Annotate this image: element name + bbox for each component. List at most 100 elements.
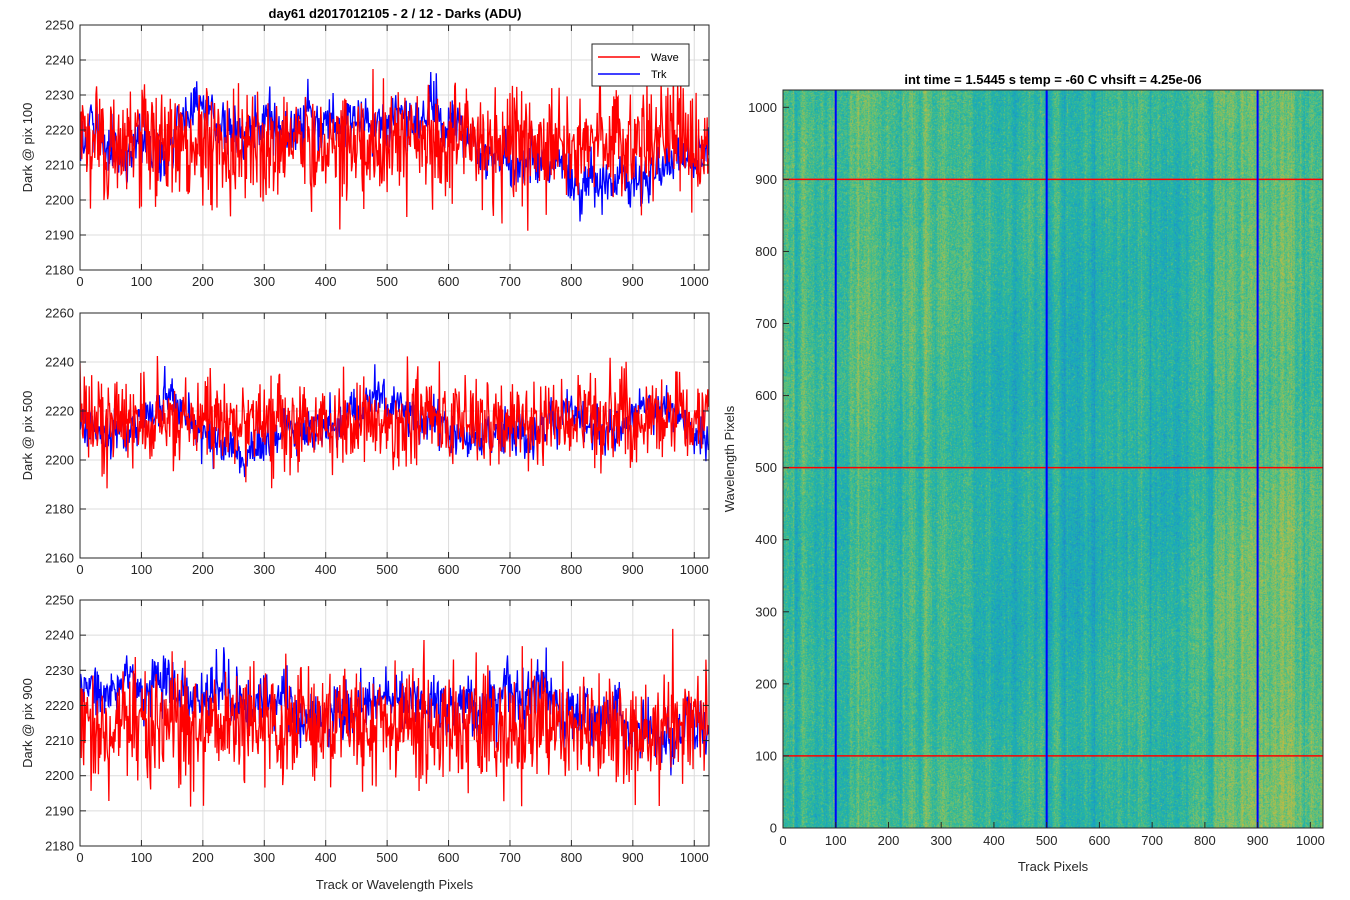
legend: Wave Trk [591, 43, 690, 87]
x-tick-label: 200 [878, 833, 900, 848]
x-tick-label: 1000 [1296, 833, 1325, 848]
x-tick-label: 800 [561, 562, 583, 577]
axes-box [79, 312, 710, 559]
x-tick-label: 800 [561, 274, 583, 289]
x-tick-label: 800 [1194, 833, 1216, 848]
y-tick-label: 2250 [45, 18, 74, 33]
y-tick-label: 2190 [45, 803, 74, 818]
x-tick-label: 0 [76, 850, 83, 865]
x-tick-label: 500 [376, 850, 398, 865]
y-tick-label: 700 [755, 316, 777, 331]
x-tick-label: 0 [76, 274, 83, 289]
y-tick-label: 2230 [45, 88, 74, 103]
y-axis-label: Dark @ pix 500 [20, 391, 35, 481]
series-line-wave [80, 356, 709, 489]
x-tick-label: 600 [438, 274, 460, 289]
y-tick-label: 500 [755, 460, 777, 475]
x-tick-label: 300 [253, 274, 275, 289]
legend-label-wave: Wave [651, 52, 679, 64]
x-tick-label: 600 [1089, 833, 1111, 848]
x-tick-label: 100 [131, 562, 153, 577]
dark-pix-900-panel: 0 100 200 300 400 500 600 700 800 900 1000 2180 2190… [20, 593, 710, 892]
heatmap-y-axis-label: Wavelength Pixels [722, 405, 737, 512]
y-tick-label: 2260 [45, 306, 74, 321]
y-axis-label: Dark @ pix 900 [20, 678, 35, 768]
y-tick-label: 2240 [45, 53, 74, 68]
x-tick-label: 700 [1141, 833, 1163, 848]
x-tick-label: 200 [192, 562, 214, 577]
axes-box [79, 599, 710, 847]
x-tick-label: 0 [76, 562, 83, 577]
x-tick-label: 800 [561, 850, 583, 865]
x-tick-label: 300 [253, 562, 275, 577]
axes-box [79, 24, 710, 271]
x-tick-label: 100 [131, 274, 153, 289]
y-tick-label: 2210 [45, 158, 74, 173]
y-tick-label: 600 [755, 388, 777, 403]
x-tick-label: 700 [499, 274, 521, 289]
x-tick-label: 300 [253, 850, 275, 865]
x-tick-label: 500 [1036, 833, 1058, 848]
x-axis-label: Track or Wavelength Pixels [316, 877, 474, 892]
y-tick-label: 2200 [45, 193, 74, 208]
y-tick-label: 900 [755, 172, 777, 187]
heatmap-x-axis-label: Track Pixels [1018, 859, 1089, 874]
x-tick-label: 900 [622, 562, 644, 577]
y-tick-label: 300 [755, 604, 777, 619]
y-tick-label: 2220 [45, 698, 74, 713]
x-tick-label: 700 [499, 562, 521, 577]
y-tick-label: 2190 [45, 228, 74, 243]
y-tick-label: 2200 [45, 768, 74, 783]
dark-pix-500-panel: 0 100 200 300 400 500 600 700 800 900 1000 2160 2180… [20, 306, 710, 577]
legend-box [591, 43, 690, 87]
x-tick-label: 200 [192, 274, 214, 289]
heatmap-axes-box [782, 89, 1324, 829]
x-tick-label: 500 [376, 562, 398, 577]
heatmap-image [783, 90, 1323, 828]
x-tick-label: 700 [499, 850, 521, 865]
y-tick-label: 0 [770, 821, 777, 836]
y-tick-label: 2220 [45, 123, 74, 138]
y-tick-label: 100 [755, 748, 777, 763]
y-tick-label: 2240 [45, 355, 74, 370]
y-tick-label: 200 [755, 676, 777, 691]
x-tick-label: 100 [825, 833, 847, 848]
x-tick-label: 400 [315, 562, 337, 577]
y-tick-label: 2180 [45, 502, 74, 517]
x-tick-label: 600 [438, 850, 460, 865]
x-tick-label: 900 [1247, 833, 1269, 848]
y-tick-label: 2210 [45, 733, 74, 748]
y-tick-label: 2200 [45, 453, 74, 468]
y-tick-label: 2250 [45, 593, 74, 608]
x-tick-label: 0 [779, 833, 786, 848]
y-tick-label: 1000 [748, 100, 777, 115]
y-axis-label: Dark @ pix 100 [20, 103, 35, 193]
series-line-wave [80, 64, 709, 231]
x-tick-label: 400 [315, 850, 337, 865]
series-line-wave [80, 628, 709, 807]
y-tick-label: 400 [755, 532, 777, 547]
x-tick-label: 1000 [680, 850, 709, 865]
x-tick-label: 900 [622, 274, 644, 289]
x-tick-label: 500 [376, 274, 398, 289]
x-tick-label: 300 [930, 833, 952, 848]
x-tick-label: 400 [315, 274, 337, 289]
y-tick-label: 2160 [45, 551, 74, 566]
x-tick-label: 200 [192, 850, 214, 865]
y-tick-label: 2230 [45, 663, 74, 678]
figure-title: day61 d2017012105 - 2 / 12 - Darks (ADU) [269, 6, 522, 21]
x-tick-label: 1000 [680, 562, 709, 577]
y-tick-label: 2180 [45, 839, 74, 854]
x-tick-label: 900 [622, 850, 644, 865]
x-tick-label: 600 [438, 562, 460, 577]
x-tick-label: 400 [983, 833, 1005, 848]
dark-pix-100-panel: 0 100 200 300 400 500 600 700 800 900 1000 2180 2190… [20, 18, 710, 289]
y-tick-label: 800 [755, 244, 777, 259]
x-tick-label: 100 [131, 850, 153, 865]
legend-label-trk: Trk [651, 69, 667, 81]
y-tick-label: 2180 [45, 263, 74, 278]
y-tick-label: 2220 [45, 404, 74, 419]
x-tick-label: 1000 [680, 274, 709, 289]
